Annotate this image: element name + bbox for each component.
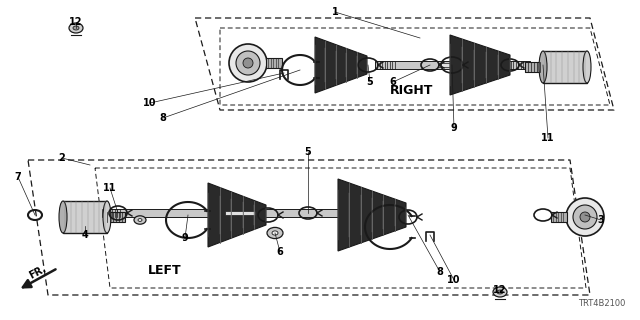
Ellipse shape (580, 212, 590, 222)
Ellipse shape (229, 44, 267, 82)
Ellipse shape (73, 26, 79, 30)
Text: 2: 2 (59, 153, 65, 163)
Polygon shape (63, 201, 107, 233)
Ellipse shape (138, 219, 142, 221)
Ellipse shape (236, 51, 260, 75)
Ellipse shape (59, 201, 67, 233)
Text: 10: 10 (143, 98, 157, 108)
Ellipse shape (583, 51, 591, 83)
Text: 9: 9 (451, 123, 458, 133)
Ellipse shape (539, 51, 547, 83)
Ellipse shape (134, 216, 146, 224)
Polygon shape (266, 58, 282, 68)
Polygon shape (375, 61, 530, 69)
Polygon shape (208, 183, 266, 247)
Text: 9: 9 (182, 233, 188, 243)
Text: 3: 3 (598, 215, 604, 225)
Polygon shape (438, 63, 467, 68)
Text: 12: 12 (493, 285, 507, 295)
Text: 7: 7 (15, 172, 21, 182)
Text: FR.: FR. (28, 263, 48, 281)
Polygon shape (450, 35, 510, 95)
Ellipse shape (272, 231, 278, 235)
Ellipse shape (493, 287, 507, 297)
Ellipse shape (267, 228, 283, 239)
Ellipse shape (566, 198, 604, 236)
Text: 11: 11 (541, 133, 555, 143)
Polygon shape (551, 212, 567, 222)
Text: 8: 8 (159, 113, 166, 123)
Text: 10: 10 (447, 275, 461, 285)
Text: LEFT: LEFT (148, 263, 182, 276)
Text: 5: 5 (305, 147, 312, 157)
Text: 4: 4 (82, 230, 88, 240)
Text: RIGHT: RIGHT (390, 84, 433, 97)
Ellipse shape (497, 290, 503, 294)
Text: 6: 6 (276, 247, 284, 257)
Text: 5: 5 (367, 77, 373, 87)
Text: TRT4B2100: TRT4B2100 (578, 299, 625, 308)
Polygon shape (525, 62, 543, 72)
Ellipse shape (69, 23, 83, 33)
Ellipse shape (103, 201, 111, 233)
Polygon shape (107, 212, 125, 222)
Text: 8: 8 (436, 267, 444, 277)
Text: 11: 11 (103, 183, 116, 193)
Polygon shape (225, 211, 255, 215)
Ellipse shape (243, 58, 253, 68)
Ellipse shape (573, 205, 597, 229)
Polygon shape (543, 51, 587, 83)
Text: 1: 1 (332, 7, 339, 17)
Polygon shape (315, 37, 367, 93)
Polygon shape (100, 209, 380, 217)
Text: 12: 12 (69, 17, 83, 27)
Text: 6: 6 (390, 77, 396, 87)
Polygon shape (338, 179, 406, 251)
